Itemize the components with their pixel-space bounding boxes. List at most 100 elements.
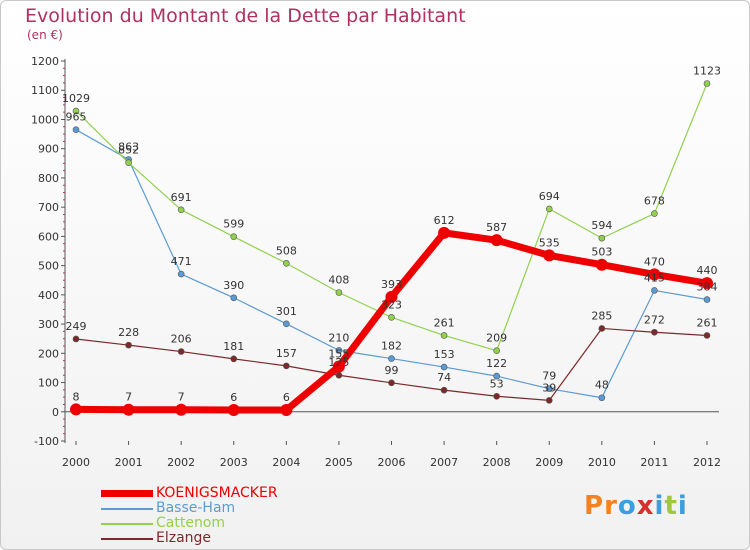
data-label: 508 [276,244,297,257]
data-label: 6 [283,391,290,404]
data-point [388,314,395,321]
legend-swatch [101,490,153,497]
y-tick-label: 700 [38,201,59,214]
legend-label: Cattenom [156,515,226,531]
y-tick-label: 100 [38,377,59,390]
y-tick-label: 600 [38,230,59,243]
data-label: 99 [385,364,399,377]
data-label: 415 [644,271,665,284]
data-label: 587 [486,221,507,234]
x-tick-label: 2010 [588,456,616,469]
data-point [122,403,135,416]
data-label: 181 [223,340,244,353]
legend-label: Basse-Ham [156,500,236,516]
y-tick-label: 1000 [31,113,59,126]
y-tick-label: 500 [38,260,59,273]
legend-label: Elzange [156,530,212,546]
data-point [70,403,82,416]
data-label: 182 [381,340,402,353]
data-point [438,226,451,239]
data-label: 79 [542,370,556,383]
data-label: 678 [644,195,665,208]
data-point [490,234,503,247]
data-label: 390 [223,279,244,292]
data-label: 122 [486,357,507,370]
data-label: 6 [230,391,237,404]
y-tick-label: 300 [38,318,59,331]
data-label: 503 [591,246,612,259]
data-point [440,386,448,394]
data-label: 1123 [693,65,721,78]
data-label: 852 [118,144,139,157]
legend-item: KOENIGSMACKER [101,486,278,501]
data-label: 694 [539,190,560,203]
x-tick-label: 2006 [378,456,406,469]
data-point [493,347,500,354]
data-point [598,394,606,402]
legend-label: KOENIGSMACKER [156,485,278,501]
data-point [125,341,132,349]
data-label: 249 [66,320,87,333]
data-label: 965 [66,111,87,124]
data-label: 384 [697,281,718,294]
data-label: 863 [118,141,139,154]
y-tick-label: 200 [38,347,59,360]
data-point [598,234,606,242]
data-point [545,385,553,392]
data-point [335,371,343,379]
data-label: 691 [171,191,192,204]
x-tick-label: 2002 [167,456,195,469]
data-label: 210 [328,331,349,344]
data-label: 153 [434,348,455,361]
data-point [335,347,343,354]
data-label: 594 [591,219,612,232]
data-point [332,360,345,373]
x-tick-label: 2000 [62,456,90,469]
data-point [440,363,448,371]
data-point [72,335,80,343]
data-label: 157 [276,347,297,360]
y-tick-label: 1100 [31,84,59,97]
data-point [72,107,80,115]
data-label: 261 [434,316,455,329]
data-label: 612 [434,214,455,227]
data-label: 39 [542,381,556,394]
data-point [177,206,185,214]
data-point [701,277,713,290]
data-point [545,397,553,404]
data-point [595,258,608,271]
data-point [388,379,395,387]
x-tick-label: 2005 [325,456,353,469]
data-label: 393 [381,278,402,291]
data-point [440,332,448,339]
data-point [703,80,711,87]
data-point [493,372,500,380]
data-point [283,320,290,328]
data-point [175,403,188,416]
y-tick-label: 0 [52,406,59,419]
data-point [335,289,343,296]
data-point [177,348,185,355]
proxiti-logo: Proxiti [584,491,688,521]
data-point [125,159,132,167]
data-label: 209 [486,332,507,345]
data-label: 48 [595,379,609,392]
data-point [703,332,711,339]
y-tick-label: -100 [34,435,59,448]
data-label: 471 [171,255,192,268]
x-tick-label: 2011 [640,456,668,469]
data-label: 7 [125,391,132,404]
data-label: 301 [276,305,297,318]
data-point [703,296,711,303]
data-label: 440 [697,264,718,277]
legend-item: Elzange [101,531,278,546]
data-label: 285 [591,309,612,322]
data-label: 323 [381,298,402,311]
data-point [283,259,290,267]
data-point [651,210,658,217]
data-label: 206 [171,333,192,346]
data-label: 470 [644,255,665,268]
x-tick-label: 2009 [535,456,563,469]
data-point [651,328,658,336]
data-point [280,404,293,417]
